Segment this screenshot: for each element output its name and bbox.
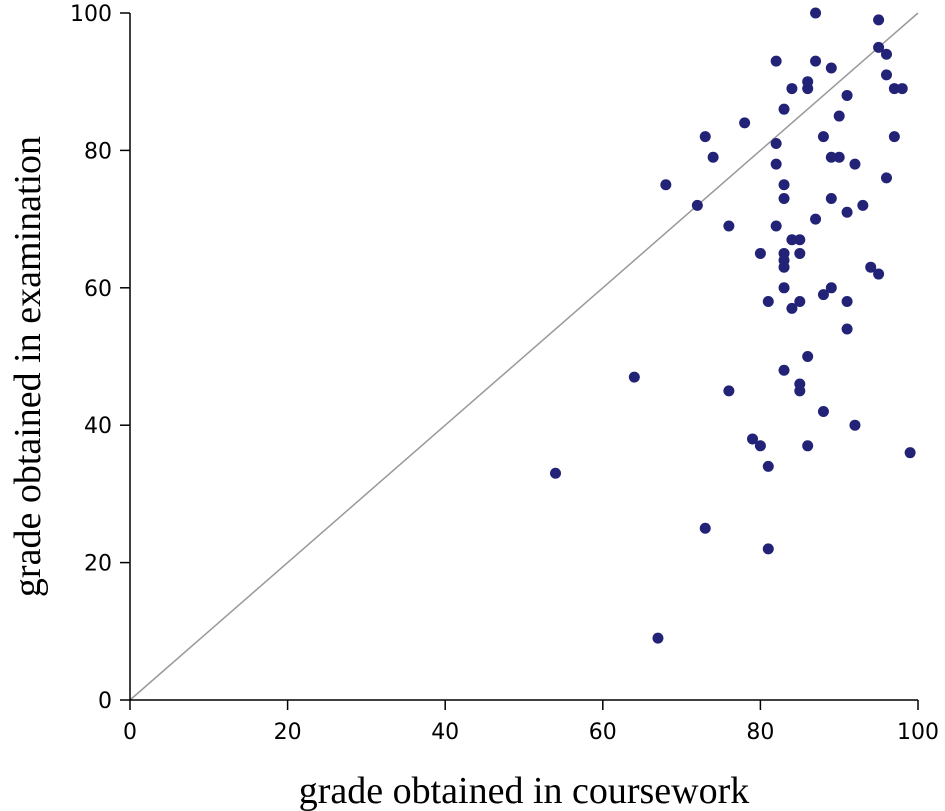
data-point — [817, 131, 829, 143]
data-point — [770, 138, 782, 150]
tick-labels: 0 20 40 60 80 100 0 20 40 60 80 100 — [70, 2, 939, 745]
data-point — [896, 83, 908, 95]
data-point — [628, 371, 640, 383]
data-point — [817, 289, 829, 301]
data-point — [857, 199, 869, 211]
data-point — [691, 199, 703, 211]
y-tick-label: 0 — [98, 689, 112, 714]
x-axis-title: grade obtained in coursework — [299, 770, 750, 811]
data-point — [762, 543, 774, 555]
data-point — [873, 14, 885, 26]
data-point — [841, 89, 853, 101]
data-point — [754, 440, 766, 452]
identity-reference-line — [129, 12, 919, 701]
data-point — [825, 192, 837, 204]
data-point — [778, 179, 790, 191]
data-point — [810, 55, 822, 67]
data-point — [825, 151, 837, 163]
data-point — [786, 302, 798, 314]
x-tick-label: 100 — [897, 720, 939, 745]
x-tick-label: 20 — [274, 720, 302, 745]
data-point — [778, 192, 790, 204]
data-point — [652, 632, 664, 644]
data-point — [794, 234, 806, 246]
data-point — [810, 213, 822, 225]
data-point — [707, 151, 719, 163]
data-point — [747, 433, 759, 445]
data-point — [880, 69, 892, 81]
x-tick-label: 40 — [431, 720, 459, 745]
data-point — [802, 440, 814, 452]
data-point — [778, 103, 790, 115]
data-point — [754, 247, 766, 259]
data-point — [778, 282, 790, 294]
data-point — [825, 282, 837, 294]
reference-line-layer — [129, 12, 919, 701]
y-axis-title: grade obtained in examination — [7, 136, 49, 597]
data-point — [723, 385, 735, 397]
data-point — [770, 158, 782, 170]
data-point — [778, 261, 790, 273]
x-tick-label: 80 — [746, 720, 774, 745]
data-point — [904, 447, 916, 459]
data-point — [888, 131, 900, 143]
data-point — [699, 131, 711, 143]
data-point — [778, 364, 790, 376]
data-point — [841, 296, 853, 308]
y-tick-label: 100 — [70, 2, 112, 27]
data-point — [550, 467, 562, 479]
data-point — [810, 7, 822, 19]
data-point — [770, 220, 782, 232]
data-point — [794, 296, 806, 308]
y-tick-label: 80 — [84, 139, 112, 164]
x-tick-label: 0 — [123, 720, 137, 745]
data-point — [825, 62, 837, 74]
data-point — [873, 268, 885, 280]
data-point — [833, 110, 845, 122]
y-tick-label: 60 — [84, 277, 112, 302]
data-point — [770, 55, 782, 67]
data-point — [802, 83, 814, 95]
data-point — [880, 48, 892, 60]
data-point — [739, 117, 751, 129]
data-point — [802, 351, 814, 362]
data-point — [888, 83, 900, 95]
data-point — [841, 323, 853, 335]
data-point — [794, 385, 806, 397]
data-points — [550, 7, 916, 644]
data-point — [723, 220, 735, 232]
data-point — [660, 179, 672, 191]
data-point — [786, 83, 798, 95]
data-point — [849, 158, 861, 170]
data-point — [794, 247, 806, 259]
data-point — [699, 522, 711, 534]
data-point — [817, 405, 829, 417]
data-point — [849, 419, 861, 431]
data-point — [841, 206, 853, 218]
axes — [120, 12, 919, 710]
data-point — [865, 261, 877, 273]
y-tick-label: 20 — [84, 552, 112, 577]
y-tick-label: 40 — [84, 414, 112, 439]
data-point — [786, 234, 798, 246]
data-point — [833, 151, 845, 163]
data-point — [873, 41, 885, 53]
x-tick-label: 60 — [589, 720, 617, 745]
data-point — [762, 460, 774, 472]
data-point — [762, 296, 774, 308]
data-point — [880, 172, 892, 184]
